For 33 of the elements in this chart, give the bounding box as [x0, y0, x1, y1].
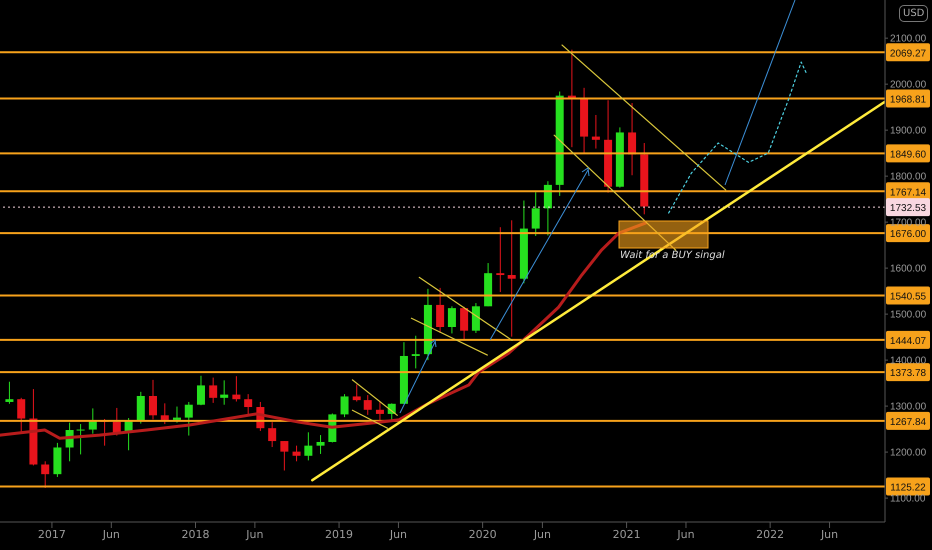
ref-line-label: 1267.84	[890, 416, 927, 428]
x-tick-label: Jun	[245, 528, 264, 541]
y-tick-label: 1500.00	[890, 310, 927, 321]
x-tick-label: 2021	[612, 528, 641, 541]
ref-line-label: 1732.53	[890, 203, 927, 214]
x-tick-label: Jun	[388, 528, 408, 541]
y-tick-label: 2000.00	[890, 80, 927, 91]
y-tick-label: 1900.00	[890, 126, 927, 137]
ref-line-label: 1125.22	[890, 482, 926, 494]
y-tick-label: 1100.00	[890, 494, 926, 505]
ref-line-label: 1676.00	[890, 229, 927, 240]
x-tick-label: 2020	[468, 528, 497, 541]
x-tick-label: Jun	[532, 528, 552, 541]
x-tick-label: 2022	[756, 528, 784, 541]
x-tick-label: 2018	[181, 528, 210, 541]
y-tick-label: 1300.00	[890, 402, 927, 413]
x-tick-label: 2017	[38, 528, 66, 541]
x-tick-label: Jun	[102, 528, 120, 541]
ref-line-label: 1849.60	[890, 149, 927, 160]
ref-line-label: 1968.81	[890, 94, 927, 106]
y-tick-label: 1800.00	[890, 172, 927, 183]
ref-line-label: 1767.14	[890, 187, 927, 198]
y-axis-title: USD	[899, 5, 928, 22]
x-tick-label: 2019	[325, 528, 354, 541]
ref-line-label: 1540.55	[890, 291, 927, 302]
x-tick-label: Jun	[676, 528, 695, 541]
x-tick-label: Jun	[820, 528, 838, 541]
ref-line-label: 1444.07	[890, 336, 927, 347]
y-tick-label: 1200.00	[890, 448, 927, 459]
ref-line-label: 2069.27	[890, 48, 927, 60]
y-tick-label: 2100.00	[890, 34, 927, 45]
ref-line-label: 1373.78	[890, 368, 927, 380]
y-tick-label: 1600.00	[890, 264, 927, 275]
